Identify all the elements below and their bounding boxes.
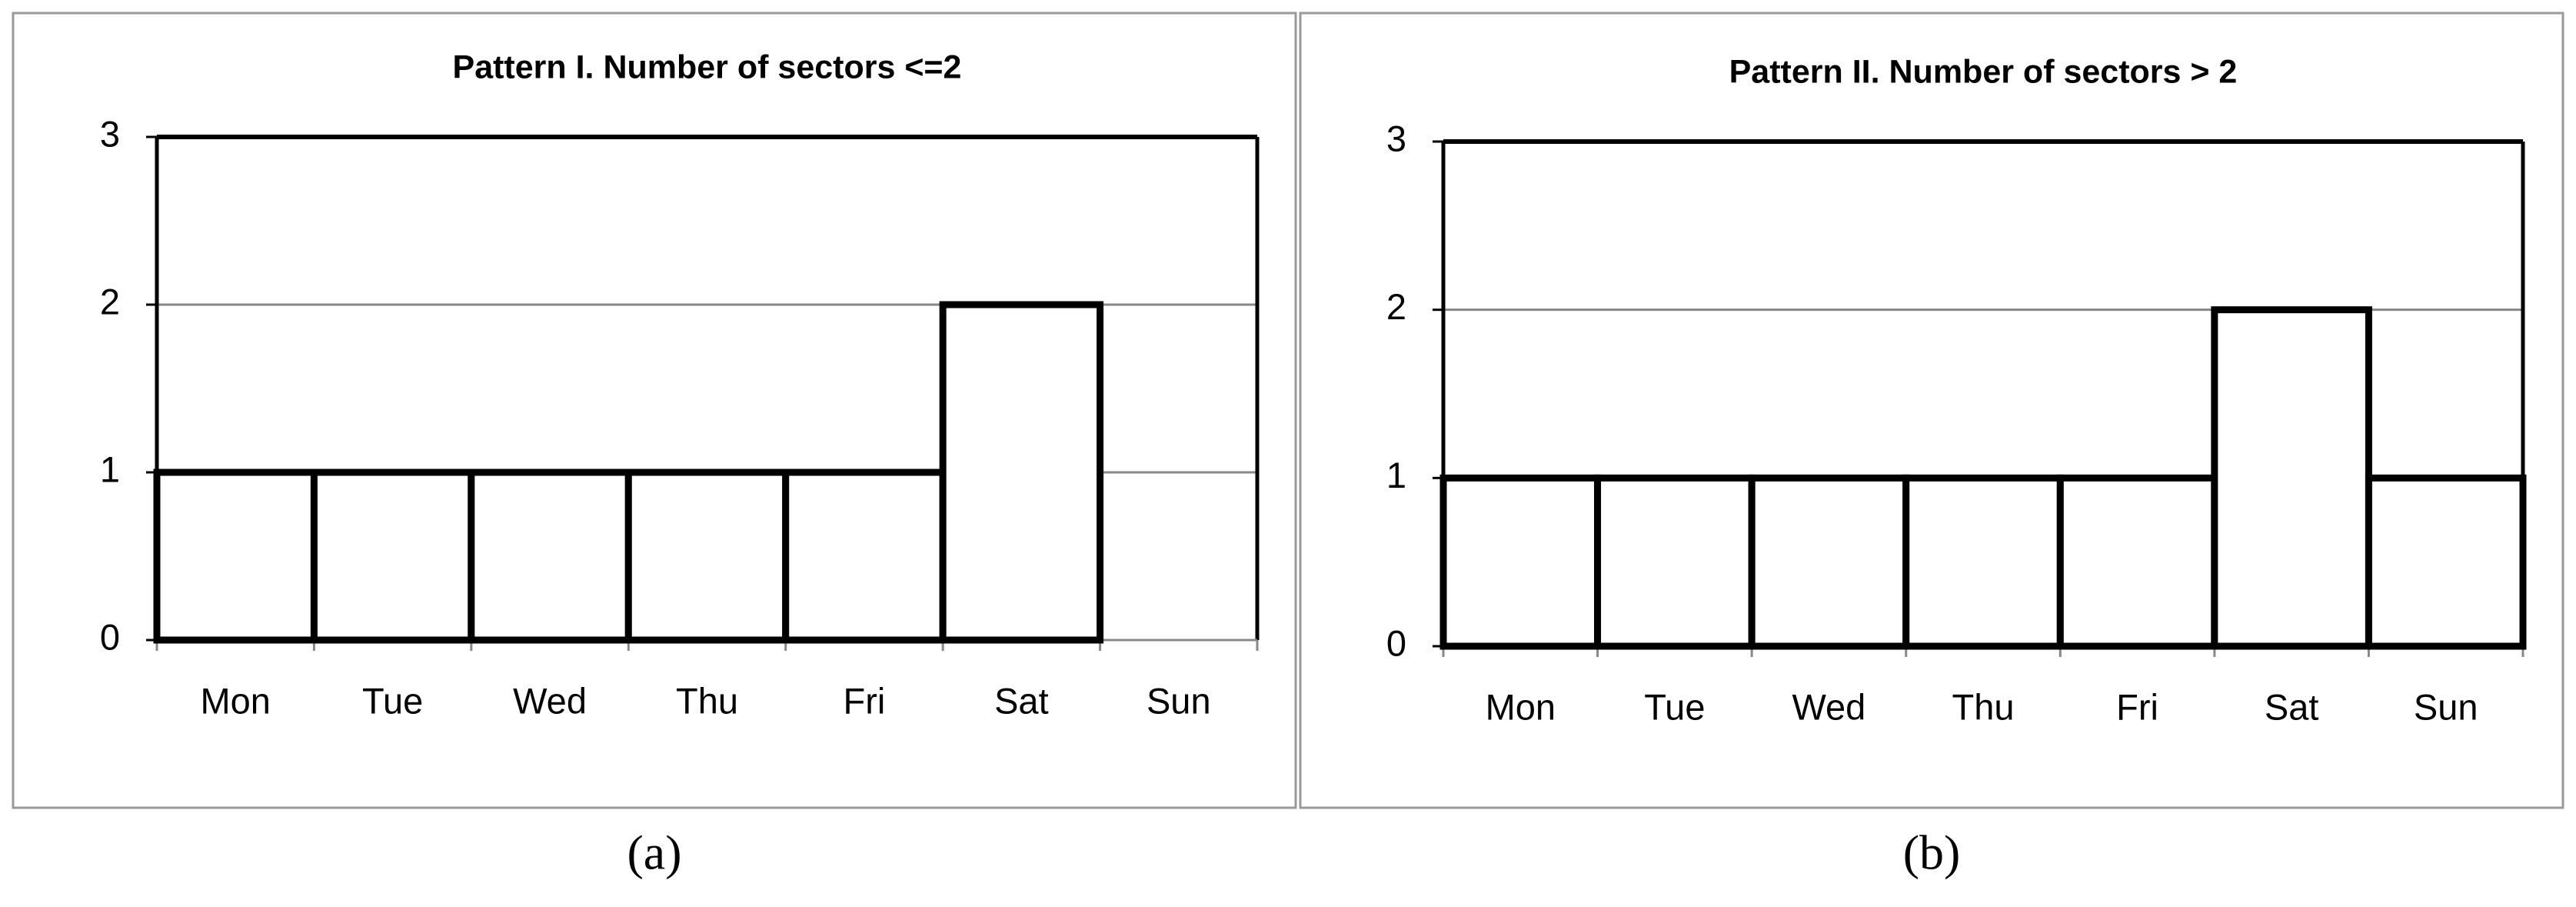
bar: [153, 469, 318, 644]
x-tick-label: Wed: [1792, 686, 1866, 727]
chart-title: Pattern I. Number of sectors <=2: [453, 48, 962, 85]
x-tick-label: Tue: [362, 680, 423, 721]
y-tick-label: 3: [1386, 118, 1406, 158]
chart-title: Pattern II. Number of sectors > 2: [1729, 53, 2238, 90]
panel-frame: [1299, 12, 2564, 809]
x-tick-label: Sat: [994, 680, 1049, 721]
x-tick-label: Sat: [2265, 686, 2319, 727]
y-tick-label: 0: [1386, 622, 1406, 663]
x-tick-label: Fri: [844, 680, 886, 721]
bar: [1439, 474, 1602, 650]
x-tick-label: Thu: [1952, 686, 2015, 727]
bar: [1902, 474, 2064, 650]
x-tick-label: Sun: [2414, 686, 2478, 727]
y-tick-label: 1: [1386, 455, 1406, 495]
y-tick-label: 2: [100, 281, 120, 322]
x-tick-label: Thu: [676, 680, 738, 721]
x-tick-label: Mon: [1486, 686, 1556, 727]
bar: [939, 301, 1104, 644]
y-tick-label: 2: [1386, 286, 1406, 327]
bar: [468, 469, 632, 644]
bar: [1748, 474, 1910, 650]
panel-frame: [12, 12, 1297, 809]
bar: [1594, 474, 1756, 650]
bar: [2211, 306, 2372, 650]
y-tick-label: 0: [100, 616, 120, 657]
x-tick-label: Tue: [1644, 686, 1705, 727]
x-tick-label: Sun: [1147, 680, 1211, 721]
bar: [782, 469, 947, 644]
x-tick-label: Mon: [200, 680, 270, 721]
bar: [310, 469, 475, 644]
x-tick-label: Fri: [2116, 686, 2158, 727]
caption: (b): [1903, 825, 1961, 880]
bar: [2056, 474, 2218, 650]
x-tick-label: Wed: [513, 680, 587, 721]
caption: (a): [627, 825, 681, 880]
y-tick-label: 3: [100, 113, 120, 154]
y-tick-label: 1: [100, 448, 120, 489]
bar: [624, 469, 790, 644]
bar: [2365, 474, 2527, 650]
